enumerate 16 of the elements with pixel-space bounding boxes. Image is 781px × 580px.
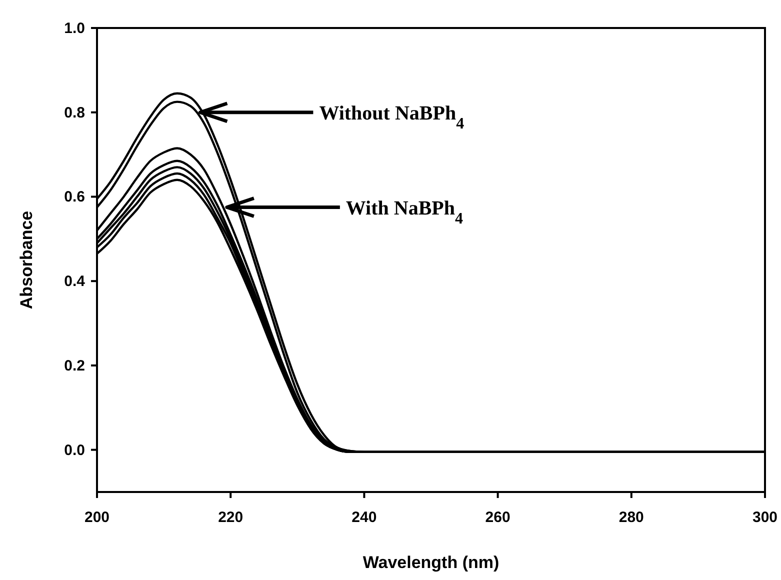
y-tick-label: 0.0 (64, 442, 85, 459)
x-axis-title: Wavelength (nm) (362, 553, 500, 572)
x-tick-label: 280 (618, 509, 644, 526)
x-tick-label: 240 (352, 509, 377, 526)
annotation: With NaBPh$_{4}$ (346, 197, 464, 227)
x-tick-label: 260 (485, 509, 510, 526)
x-tick-label: 220 (218, 509, 244, 526)
x-tick-label: 300 (752, 509, 778, 526)
y-axis-title: Absorbance (17, 210, 36, 310)
y-tick-label: 0.4 (64, 273, 86, 290)
y-tick-label: 0.2 (64, 357, 85, 374)
y-tick-label: 1.0 (64, 20, 85, 37)
y-tick-label: 0.8 (64, 104, 85, 122)
annotation: Without NaBPh$_{4}$ (319, 102, 464, 132)
x-tick-label: 200 (84, 509, 110, 526)
y-tick-label: 0.6 (64, 188, 85, 206)
